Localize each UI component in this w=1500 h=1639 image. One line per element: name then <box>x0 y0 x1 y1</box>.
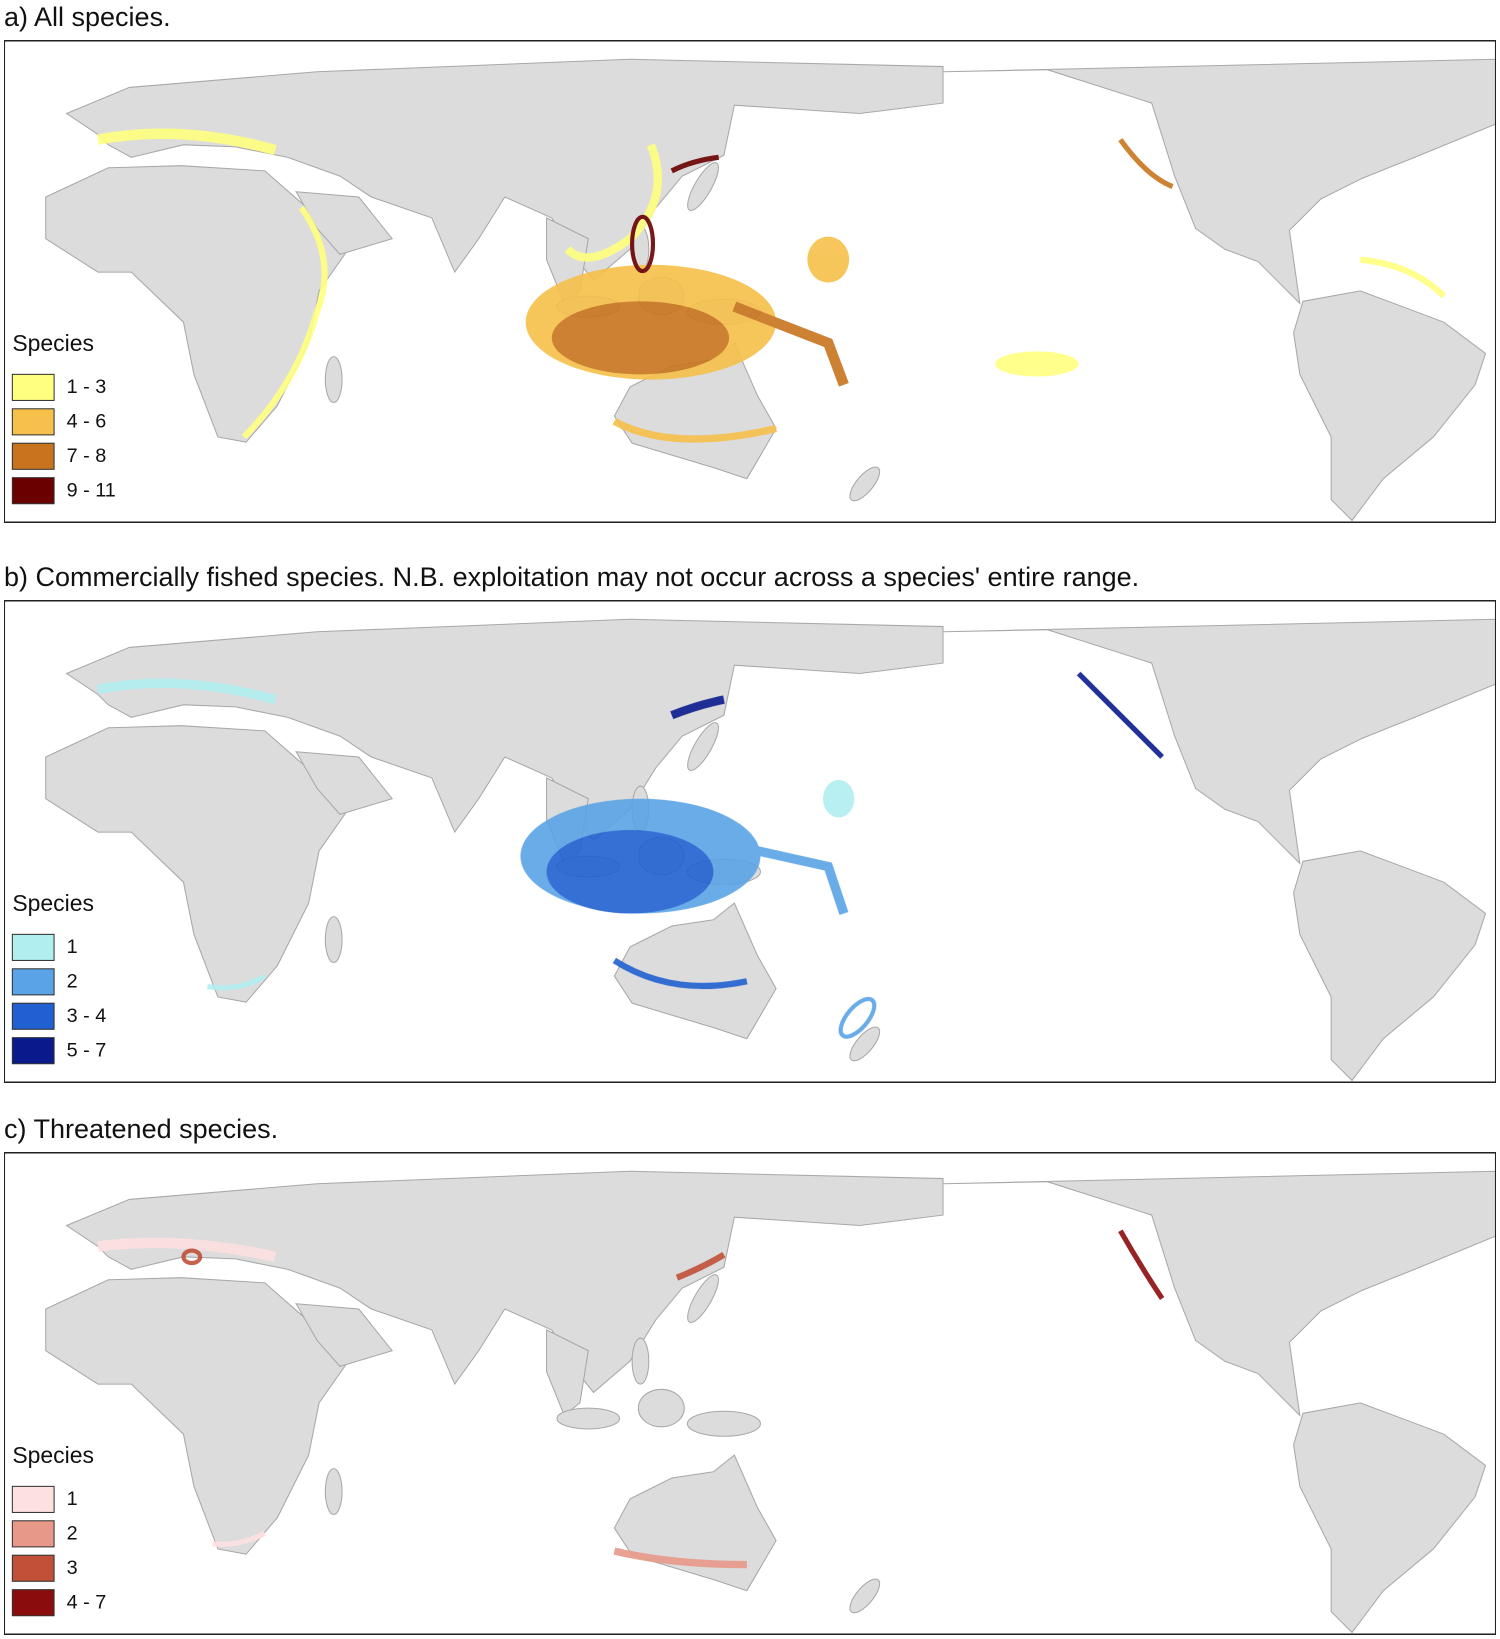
legend-swatch <box>11 1554 55 1582</box>
panel-title: b) Commercially fished species. N.B. exp… <box>4 562 1140 592</box>
legend-label: 4 - 7 <box>67 1591 107 1613</box>
legend-label: 3 - 4 <box>67 1005 107 1027</box>
legend-swatch <box>11 373 55 401</box>
legend: Species 1 2 3 4 - 7 <box>11 1442 107 1617</box>
legend-label: 9 - 11 <box>67 479 116 501</box>
legend-title: Species <box>12 330 94 356</box>
legend-swatch <box>11 1037 55 1065</box>
legend-swatch <box>11 1589 55 1617</box>
legend-swatch <box>11 477 55 505</box>
legend-label: 2 <box>67 971 78 993</box>
legend-title: Species <box>12 1442 94 1468</box>
range-overlay <box>96 128 1447 443</box>
range-overlay <box>97 671 1164 1039</box>
legend-swatch <box>11 968 55 996</box>
legend-swatch <box>11 933 55 961</box>
legend-swatch <box>11 408 55 436</box>
panel-title: a) All species. <box>4 2 171 32</box>
legend-label: 7 - 8 <box>67 445 107 467</box>
legend-label: 1 <box>67 936 78 958</box>
map-panel: Species 1 - 3 4 - 6 7 - 8 9 - 11 <box>4 40 1496 523</box>
legend: Species 1 2 3 - 4 5 - 7 <box>11 890 107 1065</box>
legend-label: 4 - 6 <box>67 411 107 433</box>
legend: Species 1 - 3 4 - 6 7 - 8 9 - 11 <box>11 330 116 505</box>
legend-label: 1 <box>67 1488 78 1510</box>
legend-swatch <box>11 442 55 470</box>
legend-swatch <box>11 1520 55 1548</box>
legend-swatch <box>11 1002 55 1030</box>
legend-title: Species <box>12 890 94 916</box>
legend-label: 3 <box>67 1557 78 1579</box>
range-overlay <box>97 1229 1165 1569</box>
map-panel: Species 1 2 3 4 - 7 <box>4 1152 1496 1635</box>
legend-label: 1 - 3 <box>67 376 107 398</box>
legend-label: 2 <box>67 1523 78 1545</box>
legend-label: 5 - 7 <box>67 1039 107 1061</box>
map-panel: Species 1 2 3 - 4 5 - 7 <box>4 600 1496 1083</box>
legend-swatch <box>11 1485 55 1513</box>
panel-title: c) Threatened species. <box>4 1114 279 1144</box>
